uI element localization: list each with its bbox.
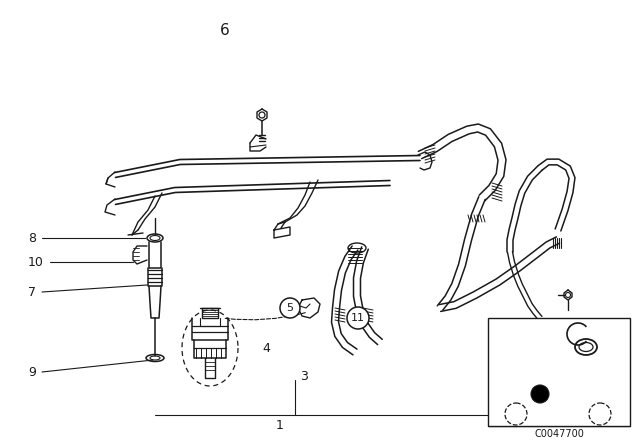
Text: 5: 5 [287, 303, 294, 313]
Circle shape [347, 307, 369, 329]
Circle shape [280, 298, 300, 318]
Bar [488, 318, 630, 426]
Circle shape [531, 385, 549, 403]
Text: 3: 3 [300, 370, 308, 383]
Text: 8: 8 [28, 232, 36, 245]
Text: C0047700: C0047700 [534, 429, 584, 439]
Text: 2: 2 [496, 378, 504, 391]
Text: 9: 9 [28, 366, 36, 379]
Text: 11: 11 [498, 340, 514, 353]
Text: 11: 11 [351, 313, 365, 323]
Text: 5: 5 [502, 324, 510, 337]
Text: 1: 1 [276, 418, 284, 431]
Text: 6: 6 [220, 22, 230, 38]
Text: 7: 7 [28, 285, 36, 298]
Text: 10: 10 [28, 255, 44, 268]
Text: 4: 4 [262, 341, 270, 354]
